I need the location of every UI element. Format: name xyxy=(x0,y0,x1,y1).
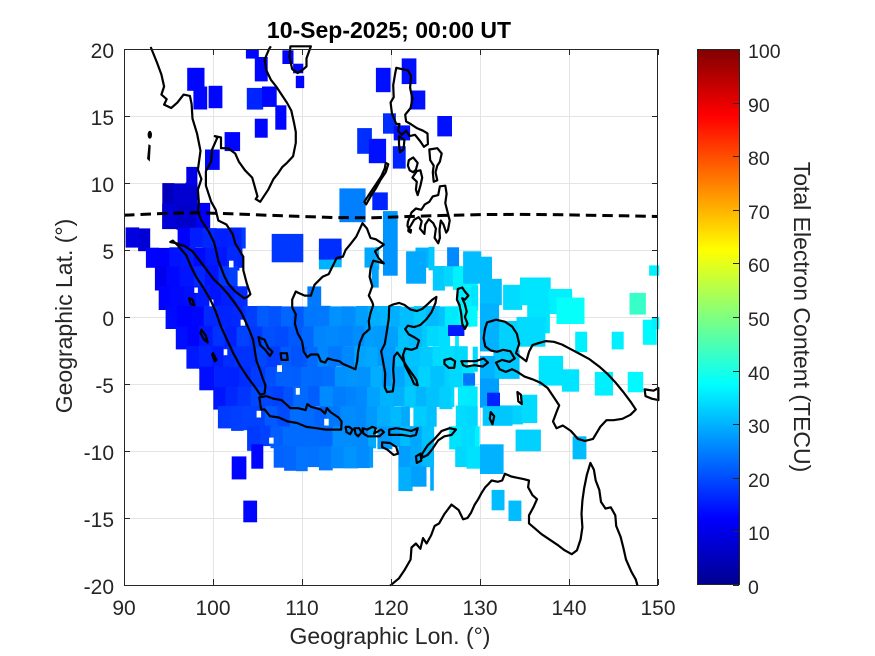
svg-text:20: 20 xyxy=(91,40,114,63)
svg-text:70: 70 xyxy=(748,202,770,224)
svg-text:120: 120 xyxy=(373,597,408,620)
svg-text:40: 40 xyxy=(748,363,770,385)
svg-text:5: 5 xyxy=(102,241,114,264)
svg-text:50: 50 xyxy=(748,309,770,331)
svg-text:0: 0 xyxy=(102,308,114,331)
svg-text:-15: -15 xyxy=(84,509,114,532)
svg-text:10-Sep-2025; 00:00 UT: 10-Sep-2025; 00:00 UT xyxy=(267,17,511,43)
svg-text:100: 100 xyxy=(748,41,781,63)
svg-text:100: 100 xyxy=(195,597,230,620)
svg-text:20: 20 xyxy=(748,470,770,492)
svg-text:150: 150 xyxy=(640,597,675,620)
svg-text:90: 90 xyxy=(748,95,770,117)
svg-text:90: 90 xyxy=(112,597,135,620)
svg-text:0: 0 xyxy=(748,577,759,599)
svg-text:-5: -5 xyxy=(95,375,114,398)
svg-text:Total Electron Content (TECU): Total Electron Content (TECU) xyxy=(789,162,815,473)
svg-text:60: 60 xyxy=(748,255,770,277)
svg-text:Geographic Lat. (°): Geographic Lat. (°) xyxy=(51,219,77,414)
svg-text:-20: -20 xyxy=(84,576,114,599)
svg-text:-10: -10 xyxy=(84,442,114,465)
svg-text:80: 80 xyxy=(748,148,770,170)
svg-text:Geographic Lon. (°): Geographic Lon. (°) xyxy=(290,623,491,649)
svg-text:15: 15 xyxy=(91,107,114,130)
svg-text:130: 130 xyxy=(462,597,497,620)
svg-text:30: 30 xyxy=(748,416,770,438)
svg-text:140: 140 xyxy=(551,597,586,620)
svg-text:10: 10 xyxy=(748,523,770,545)
svg-text:110: 110 xyxy=(285,597,318,620)
svg-text:10: 10 xyxy=(91,174,114,197)
